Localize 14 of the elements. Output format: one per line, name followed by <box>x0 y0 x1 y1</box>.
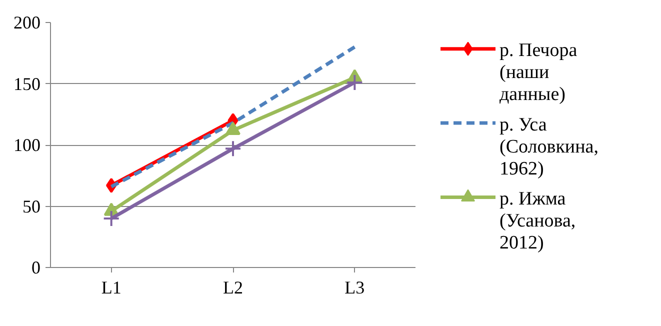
legend-label: р. Уса (Соловкина, 1962) <box>500 114 598 180</box>
x-tick-label: L2 <box>223 278 243 298</box>
y-tick-label: 50 <box>22 196 40 216</box>
y-tick-label: 200 <box>14 12 40 32</box>
point <box>102 210 120 227</box>
x-tick-label: L3 <box>344 278 365 298</box>
legend-label: р. Печора (наши данные) <box>500 40 578 106</box>
point <box>224 140 242 158</box>
legend-label: р. Ижма (Усанова, 2012) <box>500 188 576 254</box>
y-tick-label: 150 <box>14 74 40 94</box>
y-tick-label: 0 <box>32 258 40 278</box>
y-tick-label: 100 <box>14 135 40 155</box>
x-tick-label: L1 <box>101 278 122 298</box>
point <box>346 74 364 92</box>
